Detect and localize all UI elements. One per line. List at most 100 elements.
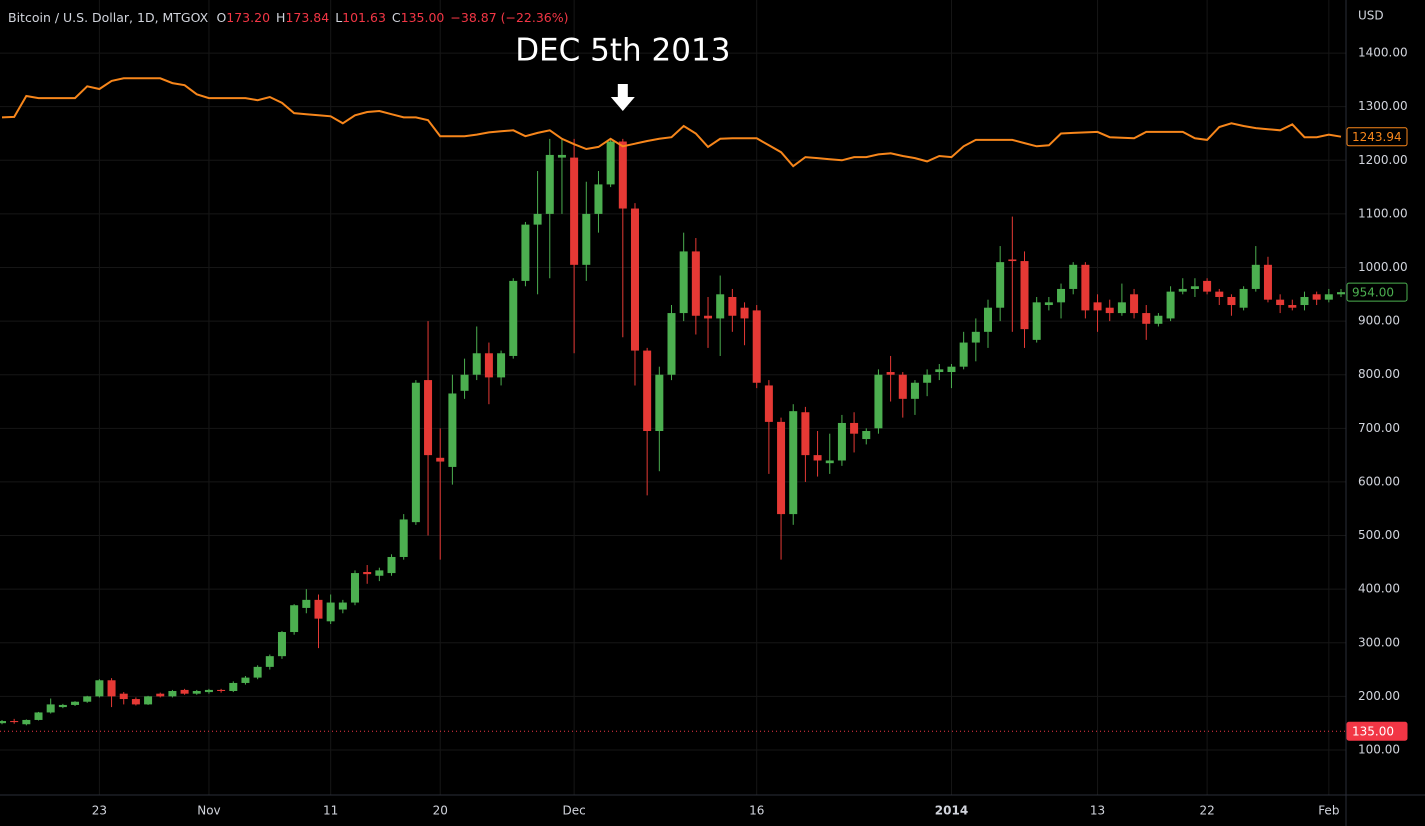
- annotation-text: DEC 5th 2013: [515, 33, 730, 69]
- candle-body: [1117, 302, 1126, 314]
- candle-body: [618, 141, 627, 209]
- candle-body: [229, 682, 238, 692]
- x-tick-label: Dec: [563, 804, 586, 818]
- candle-body: [1154, 315, 1163, 324]
- candle-body: [1215, 291, 1224, 297]
- y-tick-label: 1400.00: [1358, 46, 1408, 60]
- overlay-line: [1, 77, 1342, 168]
- y-tick-label: 900.00: [1358, 314, 1400, 328]
- candle-body: [363, 571, 372, 575]
- candle-body: [71, 701, 80, 705]
- y-tick-label: 1000.00: [1358, 260, 1408, 274]
- candle-body: [290, 605, 299, 633]
- candle-body: [1166, 291, 1175, 319]
- candle-body: [1276, 299, 1285, 306]
- candle-body: [679, 251, 688, 314]
- candle-body: [338, 602, 347, 610]
- candle-body: [460, 374, 469, 391]
- candle-body: [22, 719, 31, 725]
- candle-body: [1093, 302, 1102, 311]
- candle-body: [253, 666, 262, 678]
- candle-body: [594, 184, 603, 214]
- candle-body: [1337, 292, 1345, 295]
- candle-body: [874, 374, 883, 429]
- candle-body: [1020, 261, 1029, 330]
- x-tick-label: 23: [92, 804, 107, 818]
- candle-body: [1008, 259, 1017, 262]
- candle-body: [497, 353, 506, 378]
- line-last-label: 1243.94: [1352, 130, 1402, 144]
- candle-body: [935, 369, 944, 373]
- candle-body: [217, 689, 226, 692]
- ohlc-value: 135.00: [401, 10, 445, 25]
- header-title: Bitcoin / U.S. Dollar, 1D, MTGOX: [8, 10, 209, 25]
- y-tick-label: 1300.00: [1358, 99, 1408, 113]
- candle-body: [83, 696, 92, 702]
- candle-body: [314, 599, 323, 619]
- candle-body: [1190, 286, 1199, 289]
- ohlc-key: C: [392, 10, 401, 25]
- line-last-box: [1346, 127, 1408, 147]
- candle-body: [399, 519, 408, 557]
- candle-body: [131, 699, 140, 705]
- candle-body: [777, 421, 786, 515]
- candle-body: [716, 294, 725, 319]
- candle-body: [1105, 307, 1114, 314]
- candle-body: [813, 455, 822, 461]
- y-tick-label: 700.00: [1358, 421, 1400, 435]
- candle-body: [837, 422, 846, 461]
- x-tick-label: 11: [323, 804, 338, 818]
- candle-body: [448, 393, 457, 467]
- candle-body: [424, 380, 433, 456]
- x-tick-label: 16: [749, 804, 764, 818]
- grid: [0, 0, 1346, 795]
- candle-body: [910, 382, 919, 399]
- candle-body: [204, 689, 213, 693]
- ohlc-value: 173.20: [226, 10, 270, 25]
- candle-body: [947, 366, 956, 373]
- candle-body: [387, 556, 396, 574]
- candle-body: [801, 412, 810, 456]
- candle-body: [886, 372, 895, 375]
- candle-body: [996, 262, 1005, 308]
- candle-body: [95, 680, 104, 697]
- candle-body: [533, 213, 542, 225]
- candle-body: [630, 208, 639, 351]
- candle-body: [764, 385, 773, 422]
- price-line-label: 135.00: [1352, 725, 1394, 739]
- candle-body: [46, 704, 55, 713]
- ohlc-value: 101.63: [342, 10, 386, 25]
- candle-body: [107, 680, 116, 697]
- candle-body: [606, 141, 615, 185]
- candle-body: [192, 691, 201, 694]
- candle-body: [667, 313, 676, 375]
- candle-body: [277, 632, 286, 657]
- y-tick-label: 400.00: [1358, 582, 1400, 596]
- candle-body: [375, 570, 384, 576]
- candle-body: [898, 374, 907, 399]
- y-tick-label: 200.00: [1358, 689, 1400, 703]
- y-tick-label: 800.00: [1358, 367, 1400, 381]
- candle-body: [180, 689, 189, 694]
- ohlc-key: L: [335, 10, 342, 25]
- x-tick-label: 22: [1199, 804, 1214, 818]
- candle-body: [1288, 305, 1297, 308]
- candle-body: [1300, 296, 1309, 306]
- ohlc-key: H: [276, 10, 285, 25]
- candle-body: [752, 310, 761, 383]
- candle-body: [643, 350, 652, 432]
- candle-body: [728, 296, 737, 316]
- y-tick-label: 1200.00: [1358, 153, 1408, 167]
- x-tick-label: 2014: [935, 804, 968, 818]
- y-axis-label: USD: [1358, 9, 1384, 23]
- candle-body: [168, 691, 177, 697]
- candle-body: [509, 280, 518, 356]
- candle-body: [1203, 280, 1212, 292]
- candle-body: [1324, 294, 1333, 300]
- candle-body: [1032, 302, 1041, 340]
- candle-body: [1178, 288, 1187, 292]
- candle-body: [302, 599, 311, 608]
- x-tick-label: 13: [1090, 804, 1105, 818]
- candle-body: [557, 154, 566, 158]
